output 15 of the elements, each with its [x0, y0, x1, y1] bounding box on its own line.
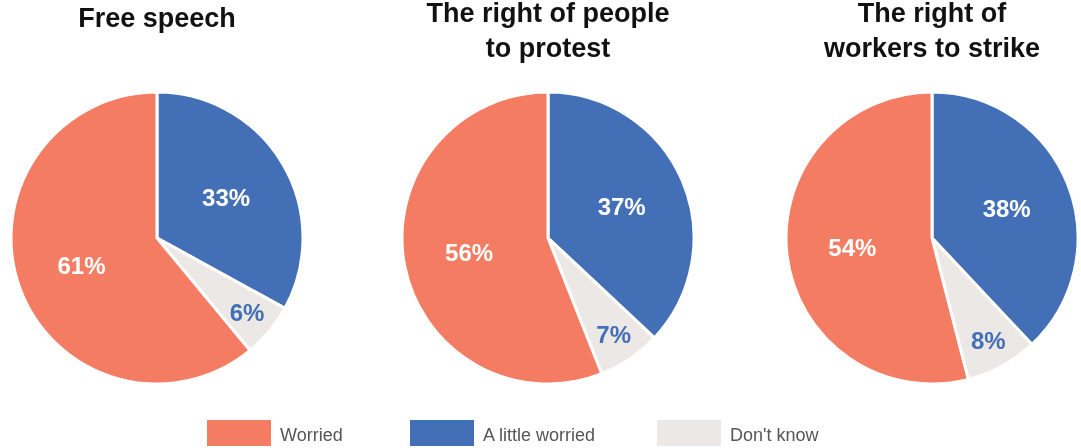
- data-label: 33%: [202, 183, 251, 211]
- legend-label: Worried: [280, 425, 343, 445]
- legend-label: Don't know: [730, 425, 820, 445]
- chart-title: The right of workers to strike: [822, 0, 1041, 63]
- chart-title: The right of people to protest: [426, 0, 670, 63]
- data-label: 37%: [597, 192, 646, 220]
- data-label: 56%: [445, 239, 494, 267]
- data-label: 38%: [982, 194, 1031, 222]
- data-label: 6%: [229, 298, 265, 326]
- data-label: 8%: [970, 326, 1006, 354]
- chart-title: Free speech: [78, 3, 236, 33]
- legend-label: A little worried: [483, 425, 596, 445]
- data-label: 54%: [828, 234, 877, 262]
- data-label: 7%: [596, 321, 631, 348]
- data-label: 61%: [57, 251, 106, 279]
